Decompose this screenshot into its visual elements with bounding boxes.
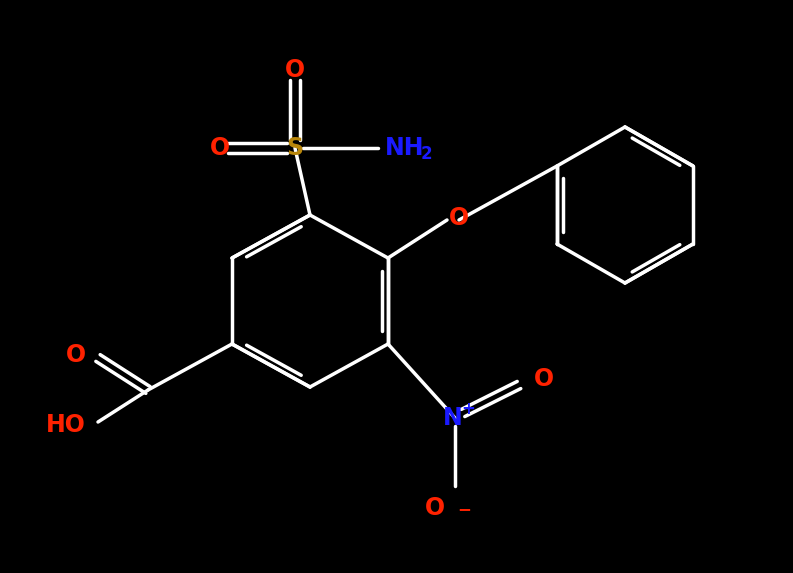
Text: HO: HO (46, 413, 86, 437)
Text: N: N (443, 406, 463, 430)
Text: O: O (210, 136, 230, 160)
Text: O: O (534, 367, 554, 391)
Text: O: O (66, 343, 86, 367)
Text: S: S (286, 136, 304, 160)
Text: NH: NH (385, 136, 424, 160)
Text: O: O (449, 206, 469, 230)
Text: +: + (461, 400, 475, 418)
Text: −: − (457, 500, 471, 518)
Text: O: O (285, 58, 305, 82)
Text: O: O (425, 496, 445, 520)
Text: 2: 2 (421, 145, 433, 163)
